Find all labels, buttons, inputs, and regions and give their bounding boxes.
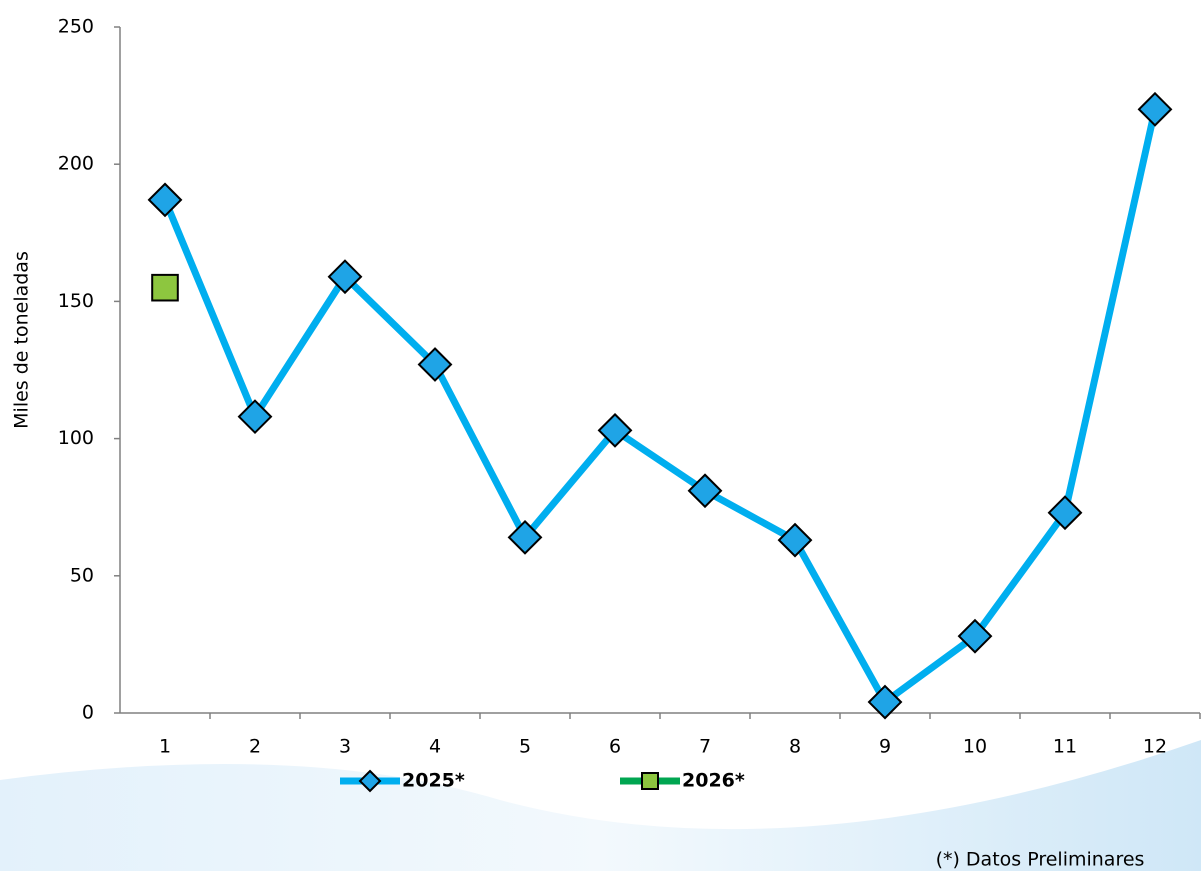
y-tick-label: 200 <box>58 153 94 175</box>
x-tick-label: 1 <box>159 736 171 758</box>
x-tick-label: 10 <box>963 736 987 758</box>
x-tick-label: 5 <box>519 736 531 758</box>
x-tick-label: 2 <box>249 736 261 758</box>
legend-label: 2026* <box>682 770 745 792</box>
data-point <box>957 618 993 654</box>
x-tick-label: 9 <box>879 736 891 758</box>
x-tick-label: 12 <box>1143 736 1167 758</box>
data-point <box>147 182 183 218</box>
x-tick-label: 4 <box>429 736 441 758</box>
x-tick-label: 8 <box>789 736 801 758</box>
data-point <box>151 273 179 302</box>
legend-label: 2025* <box>402 770 465 792</box>
legend-marker <box>641 772 659 790</box>
x-tick-label: 3 <box>339 736 351 758</box>
data-point <box>687 473 723 509</box>
x-tick-label: 6 <box>609 736 621 758</box>
y-tick-label: 50 <box>70 564 94 586</box>
data-point <box>867 684 903 720</box>
y-tick-label: 250 <box>58 16 94 38</box>
data-point <box>1047 495 1083 531</box>
background-swoosh <box>0 740 1201 871</box>
y-tick-label: 150 <box>58 290 94 312</box>
x-tick-label: 11 <box>1053 736 1077 758</box>
data-point <box>1137 91 1173 127</box>
data-point <box>507 519 543 555</box>
y-axis-label: Miles de toneladas <box>11 251 33 429</box>
x-tick-label: 7 <box>699 736 711 758</box>
y-tick-label: 100 <box>58 427 94 449</box>
legend-marker <box>358 769 382 793</box>
data-point <box>777 522 813 558</box>
note: (*) Datos Preliminares <box>936 849 1145 871</box>
data-point <box>237 399 273 435</box>
data-point <box>327 259 363 295</box>
data-point <box>597 412 633 448</box>
series-line <box>161 108 1159 706</box>
data-point <box>417 347 453 382</box>
y-tick-label: 0 <box>82 702 94 724</box>
